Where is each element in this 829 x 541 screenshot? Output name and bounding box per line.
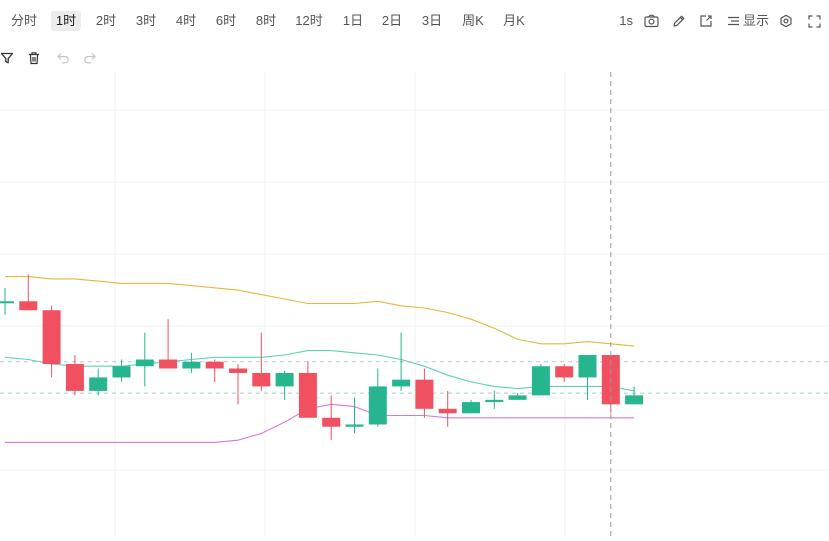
timeframe-tab-12[interactable]: 月K [503, 13, 525, 28]
candle-body [89, 377, 108, 391]
candle-body [112, 366, 131, 378]
candle-body [275, 372, 294, 387]
boll-lower-line [5, 403, 635, 443]
candle-body [182, 361, 201, 369]
timeframe-tab-10[interactable]: 3日 [421, 13, 443, 28]
timeframe-tab-0[interactable]: 分时 [10, 13, 38, 28]
candlestick-chart[interactable] [0, 72, 829, 536]
candle-body [252, 372, 271, 387]
candle-body [19, 301, 38, 311]
candle-body [578, 355, 597, 378]
display-label: 显示 [742, 13, 769, 28]
timeframe-tab-6[interactable]: 8时 [255, 13, 277, 28]
trash-icon[interactable] [27, 51, 43, 67]
display-toggle[interactable]: 显示 [727, 11, 769, 31]
undo-icon[interactable] [56, 51, 72, 67]
candle-body [415, 379, 434, 409]
timeframe-tab-5[interactable]: 6时 [215, 13, 237, 28]
candle-body [0, 301, 14, 304]
candle-body [322, 417, 341, 427]
external-window-icon[interactable] [699, 11, 713, 31]
timeframe-tab-7[interactable]: 12时 [295, 13, 323, 28]
candle-body [298, 372, 317, 418]
boll-upper-line [5, 276, 635, 347]
candle-body [625, 395, 644, 405]
timeframe-tab-3[interactable]: 3时 [135, 13, 157, 28]
candle-body [368, 386, 387, 425]
pencil-icon[interactable] [672, 11, 686, 31]
timeframe-toolbar: 分时 1时 2时 3时 4时 6时 8时 12时 1日 2日 3日 周K 月K 1s 显示 [0, 0, 829, 42]
candle-body [462, 402, 480, 414]
candle-body [508, 395, 527, 400]
drawing-toolbar [0, 48, 200, 70]
filter-icon[interactable] [0, 51, 16, 67]
timeframe-tab-9[interactable]: 2日 [381, 13, 403, 28]
candle-body [555, 366, 574, 378]
timeframe-tab-8[interactable]: 1日 [342, 13, 364, 28]
candle-body [135, 359, 154, 367]
list-icon [727, 16, 739, 26]
candle-body [65, 364, 84, 391]
candle-body [229, 368, 247, 373]
timeframe-tab-4[interactable]: 4时 [175, 13, 197, 28]
camera-icon[interactable] [644, 11, 659, 31]
settings-icon[interactable] [779, 11, 793, 31]
timeframe-tab-1[interactable]: 1时 [50, 11, 82, 31]
redo-icon[interactable] [83, 51, 99, 67]
candle-body [345, 424, 364, 427]
interval-label[interactable]: 1s [619, 13, 633, 28]
candle-body [531, 366, 550, 396]
candle-body [205, 361, 224, 369]
chart-canvas[interactable] [0, 72, 829, 536]
candle-body [438, 408, 457, 414]
timeframe-tab-2[interactable]: 2时 [95, 13, 117, 28]
boll-mid-line [4, 350, 635, 392]
candle-body [42, 310, 61, 364]
timeframe-tab-11[interactable]: 周K [462, 13, 484, 28]
fullscreen-icon[interactable] [808, 11, 821, 31]
candle-body [485, 399, 504, 403]
candle-body [159, 359, 178, 369]
candle-body [392, 379, 411, 387]
